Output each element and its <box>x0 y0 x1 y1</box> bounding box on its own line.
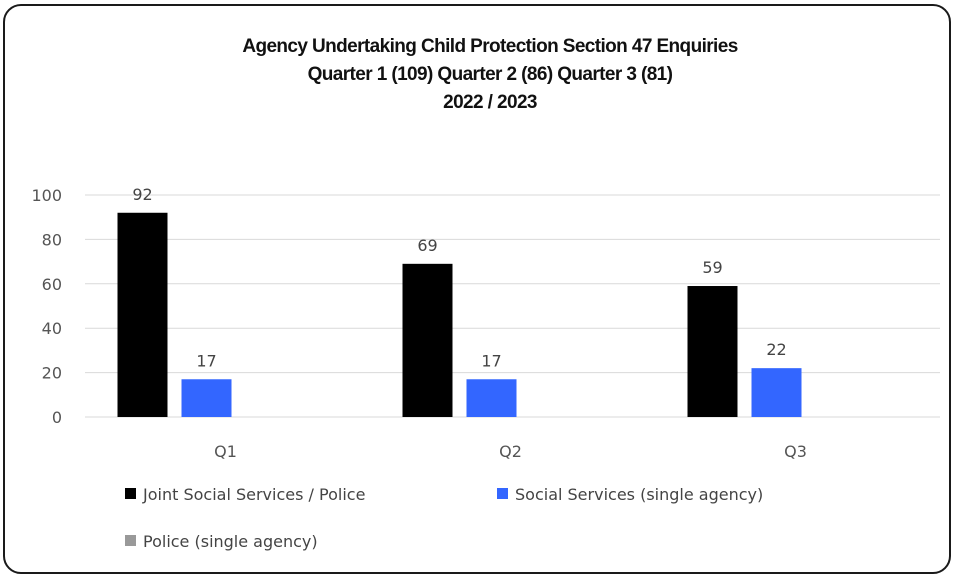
y-tick-label: 0 <box>52 408 62 427</box>
bars: 92 17 69 17 59 22 <box>117 185 802 417</box>
bar <box>117 212 168 417</box>
data-label: 69 <box>417 236 437 255</box>
x-tick-label: Q2 <box>499 442 522 461</box>
data-label: 17 <box>196 351 216 370</box>
y-tick-label: 40 <box>42 319 62 338</box>
chart-title-line-2: Quarter 1 (109) Quarter 2 (86) Quarter 3… <box>308 64 673 85</box>
legend: Joint Social Services / Police Social Ser… <box>125 485 763 551</box>
data-label: 92 <box>132 185 152 204</box>
bar <box>402 263 453 417</box>
legend-swatch <box>125 488 136 499</box>
bar <box>181 379 232 417</box>
chart-title-line-1: Agency Undertaking Child Protection Sect… <box>242 36 737 57</box>
data-label: 59 <box>702 258 722 277</box>
legend-label: Social Services (single agency) <box>515 485 763 504</box>
y-tick-label: 20 <box>42 364 62 383</box>
legend-label: Police (single agency) <box>143 532 318 551</box>
chart-title-line-3: 2022 / 2023 <box>443 92 537 113</box>
y-tick-label: 80 <box>42 230 62 249</box>
x-tick-label: Q3 <box>784 442 807 461</box>
legend-label: Joint Social Services / Police <box>142 485 365 504</box>
bar <box>751 368 802 417</box>
y-tick-label: 100 <box>31 186 62 205</box>
bar <box>466 379 517 417</box>
x-tick-label: Q1 <box>214 442 237 461</box>
data-label: 22 <box>766 340 786 359</box>
chart-title: Agency Undertaking Child Protection Sect… <box>242 36 738 113</box>
y-tick-label: 60 <box>42 275 62 294</box>
legend-swatch <box>497 488 508 499</box>
bar <box>687 286 738 417</box>
y-axis-ticks: 0 20 40 60 80 100 <box>31 186 62 427</box>
x-axis-ticks: Q1 Q2 Q3 <box>214 442 807 461</box>
legend-swatch <box>125 535 136 546</box>
data-label: 17 <box>481 351 501 370</box>
